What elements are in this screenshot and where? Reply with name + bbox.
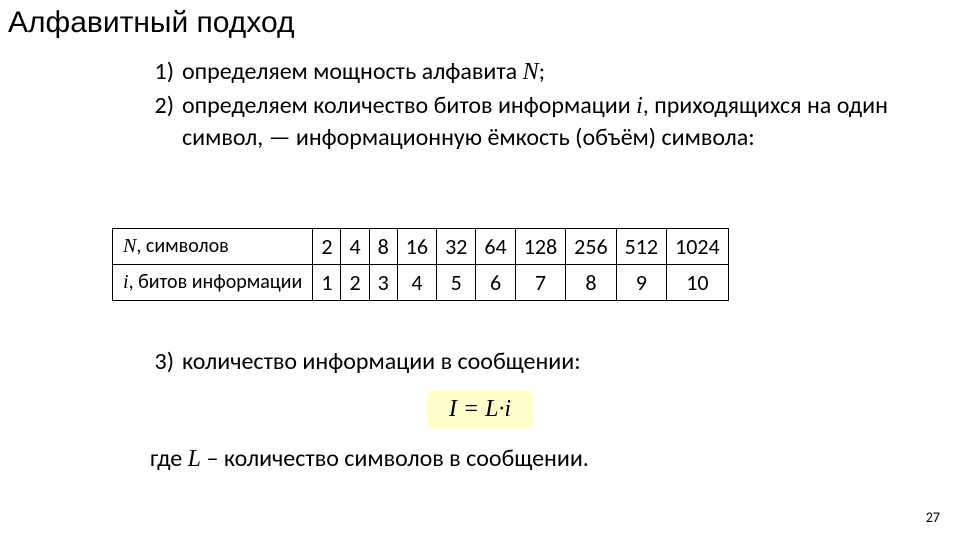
step-1: 1) определяем мощность алфавита N; [138, 56, 898, 88]
alphabet-table: N, символов 2 4 8 16 32 64 128 256 512 1… [112, 228, 729, 301]
cell-i-9: 10 [667, 265, 729, 301]
cell-N-4: 32 [437, 229, 476, 265]
var-N-2: N [123, 235, 136, 257]
var-N: N [523, 59, 539, 85]
table-row: N, символов 2 4 8 16 32 64 128 256 512 1… [113, 229, 729, 265]
cell-i-2: 3 [369, 265, 397, 301]
cell-N-1: 4 [341, 229, 369, 265]
cell-i-6: 7 [515, 265, 565, 301]
cell-i-1: 2 [341, 265, 369, 301]
cell-i-7: 8 [566, 265, 616, 301]
row-i-label-suffix: , битов информации [129, 270, 303, 294]
steps-list: 1) определяем мощность алфавита N; 2) оп… [138, 56, 898, 156]
formula-wrap: I = L·i [0, 390, 960, 429]
where-c: – количество символов в сообщении. [201, 444, 589, 473]
slide: Алфавитный подход 1) определяем мощность… [0, 0, 960, 540]
row-N-label: N, символов [113, 229, 313, 265]
row-i-label: i, битов информации [113, 265, 313, 301]
step-2-number: 2) [138, 90, 182, 153]
step-1-number: 1) [138, 56, 182, 88]
cell-N-3: 16 [397, 229, 436, 265]
cell-i-3: 4 [397, 265, 436, 301]
cell-i-8: 9 [616, 265, 666, 301]
cell-N-2: 8 [369, 229, 397, 265]
cell-N-9: 1024 [667, 229, 729, 265]
cell-N-0: 2 [313, 229, 341, 265]
cell-N-6: 128 [515, 229, 565, 265]
formula: I = L·i [427, 390, 533, 429]
cell-i-0: 1 [313, 265, 341, 301]
cell-N-7: 256 [566, 229, 616, 265]
page-title: Алфавитный подход [8, 6, 295, 40]
cell-i-4: 5 [437, 265, 476, 301]
cell-N-8: 512 [616, 229, 666, 265]
var-L: L [188, 446, 201, 472]
step-2-text-a: определяем количество битов информации [182, 91, 636, 120]
row-N-label-suffix: , символов [136, 234, 228, 258]
step-3-text: количество информации в сообщении: [182, 346, 898, 377]
step-2-text: определяем количество битов информации i… [182, 90, 898, 153]
step-1-text-a: определяем мощность алфавита [182, 57, 523, 86]
step-3-row: 3) количество информации в сообщении: [138, 346, 898, 377]
where-line: где L – количество символов в сообщении. [150, 444, 589, 473]
var-i: i [636, 93, 643, 119]
cell-N-5: 64 [476, 229, 515, 265]
page-number: 27 [926, 509, 940, 526]
step-3-number: 3) [138, 346, 182, 377]
step-1-text: определяем мощность алфавита N; [182, 56, 898, 88]
table-row: i, битов информации 1 2 3 4 5 6 7 8 9 10 [113, 265, 729, 301]
step-3: 3) количество информации в сообщении: [138, 346, 898, 379]
step-1-text-c: ; [539, 57, 545, 86]
cell-i-5: 6 [476, 265, 515, 301]
where-a: где [150, 444, 188, 473]
step-2: 2) определяем количество битов информаци… [138, 90, 898, 153]
